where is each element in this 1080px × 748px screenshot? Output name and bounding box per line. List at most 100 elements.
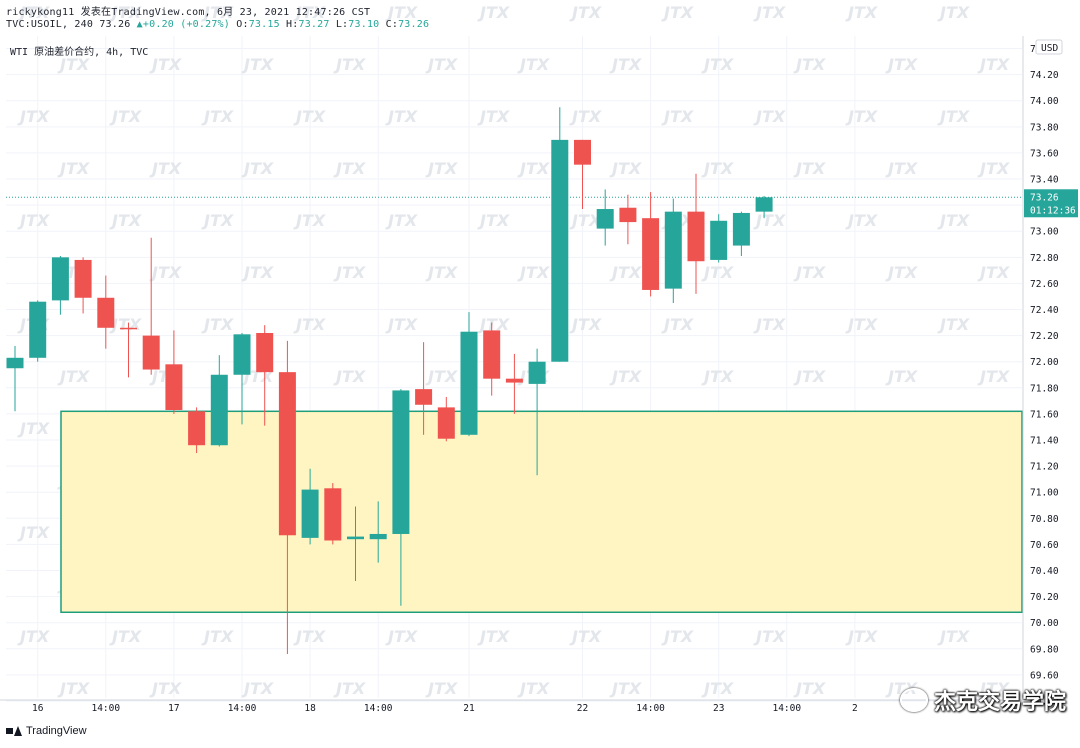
watermark-text: JTX bbox=[793, 55, 826, 74]
price-tick-label: 73.80 bbox=[1030, 122, 1059, 133]
candle-body bbox=[732, 212, 750, 246]
candle[interactable] bbox=[165, 330, 183, 414]
candle[interactable] bbox=[120, 322, 137, 378]
candle[interactable] bbox=[347, 506, 364, 581]
candle-body bbox=[415, 389, 433, 405]
candle-body bbox=[437, 407, 455, 439]
candle[interactable] bbox=[619, 194, 637, 245]
candle-body bbox=[6, 357, 24, 369]
watermark-text: JTX bbox=[937, 107, 970, 126]
watermark-text: JTX bbox=[17, 107, 50, 126]
candle[interactable] bbox=[74, 257, 92, 314]
candle[interactable] bbox=[233, 333, 251, 425]
candle[interactable] bbox=[642, 192, 660, 297]
watermark-text: JTX bbox=[333, 679, 366, 698]
watermark-text: JTX bbox=[477, 315, 510, 334]
candle-body bbox=[528, 361, 546, 384]
watermark-text: JTX bbox=[701, 263, 734, 282]
candle[interactable] bbox=[6, 346, 24, 412]
currency-box[interactable] bbox=[1035, 39, 1063, 55]
time-tick-label: 2 bbox=[852, 703, 858, 714]
watermark-text: JTX bbox=[977, 263, 1010, 282]
price-tick-label: 70.60 bbox=[1030, 540, 1059, 551]
watermark-text: JTX bbox=[701, 367, 734, 386]
time-tick-label: 14:00 bbox=[228, 703, 257, 714]
watermark-text: JTX bbox=[845, 3, 878, 22]
candle[interactable] bbox=[755, 195, 773, 219]
watermark-text: JTX bbox=[477, 3, 510, 22]
candle[interactable] bbox=[596, 189, 614, 246]
candle[interactable] bbox=[732, 211, 750, 257]
candle[interactable] bbox=[256, 325, 274, 426]
watermark-text: JTX bbox=[569, 315, 602, 334]
candle[interactable] bbox=[369, 501, 387, 563]
price-tick-label: 72.20 bbox=[1030, 331, 1059, 342]
candle[interactable] bbox=[188, 407, 206, 454]
watermark-text: JTX bbox=[149, 263, 182, 282]
series-legend[interactable]: WTI 原油差价合约, 4h, TVC bbox=[10, 47, 149, 58]
watermark-text: JTX bbox=[517, 55, 550, 74]
candle[interactable] bbox=[528, 348, 546, 476]
candle[interactable] bbox=[664, 198, 682, 303]
candle-body bbox=[664, 211, 682, 289]
candle[interactable] bbox=[460, 312, 478, 437]
candle[interactable] bbox=[51, 256, 69, 315]
candle[interactable] bbox=[210, 355, 228, 447]
watermark-text: JTX bbox=[201, 107, 234, 126]
candle[interactable] bbox=[29, 300, 47, 362]
watermark-text: JTX bbox=[937, 315, 970, 334]
candle-body bbox=[574, 139, 591, 165]
watermark-text: JTX bbox=[293, 3, 326, 22]
watermark-text: JTX bbox=[17, 627, 50, 646]
candle-body bbox=[74, 259, 92, 298]
price-tick-label: 71.80 bbox=[1030, 383, 1059, 394]
candle[interactable] bbox=[505, 353, 523, 414]
candle[interactable] bbox=[142, 237, 160, 375]
candle[interactable] bbox=[551, 107, 569, 362]
time-axis[interactable]: 16 14:00 17 14:00 18 14:00 21 22 14:00 23 14:00 2 bbox=[0, 699, 1023, 714]
time-tick-label: 14:00 bbox=[636, 703, 665, 714]
support-zone-rectangle[interactable] bbox=[60, 410, 1023, 614]
candle[interactable] bbox=[437, 396, 455, 442]
candle-body bbox=[755, 197, 773, 212]
watermark-text: JTX bbox=[201, 3, 234, 22]
symbol-label: TVC:USOIL, 240 bbox=[6, 19, 94, 30]
watermark-text: JTX bbox=[17, 523, 50, 542]
candle[interactable] bbox=[392, 389, 410, 606]
watermark-text: JTX bbox=[241, 55, 274, 74]
candle-body bbox=[392, 390, 410, 534]
candles[interactable] bbox=[6, 107, 773, 655]
watermark-text: JTX bbox=[885, 55, 918, 74]
candle[interactable] bbox=[710, 214, 728, 263]
watermark-text: JTX bbox=[937, 627, 970, 646]
currency-label: USD bbox=[1041, 43, 1058, 54]
tradingview-logo[interactable]: TradingView bbox=[6, 725, 87, 737]
candle-body bbox=[505, 378, 523, 383]
candle-body bbox=[188, 411, 206, 446]
candle[interactable] bbox=[574, 139, 591, 210]
watermark-text: JTX bbox=[201, 211, 234, 230]
time-tick-label: 14:00 bbox=[91, 703, 120, 714]
candle-body bbox=[301, 489, 319, 538]
candle-body bbox=[120, 327, 137, 330]
price-axis[interactable]: 74.4074.2074.0073.8073.6073.4073.2073.00… bbox=[1022, 36, 1080, 708]
brand-icon bbox=[899, 688, 928, 712]
watermark-text: JTX bbox=[977, 159, 1010, 178]
candle[interactable] bbox=[483, 322, 501, 396]
watermark-text: JTX bbox=[569, 3, 602, 22]
candle[interactable] bbox=[278, 340, 296, 655]
watermark-text: JTX bbox=[17, 419, 50, 438]
watermark-text: JTX bbox=[17, 211, 50, 230]
watermark-text: JTX bbox=[937, 3, 970, 22]
candle-body bbox=[51, 257, 69, 301]
candle[interactable] bbox=[97, 275, 115, 349]
watermark-text: JTX bbox=[477, 107, 510, 126]
candle[interactable] bbox=[324, 483, 342, 545]
candle[interactable] bbox=[687, 173, 705, 294]
candle[interactable] bbox=[415, 342, 433, 435]
brand-text: 杰克交易学院 bbox=[933, 690, 1066, 715]
watermark-text: JTX bbox=[701, 159, 734, 178]
candle[interactable] bbox=[301, 468, 319, 545]
watermark-text: JTX bbox=[661, 3, 694, 22]
